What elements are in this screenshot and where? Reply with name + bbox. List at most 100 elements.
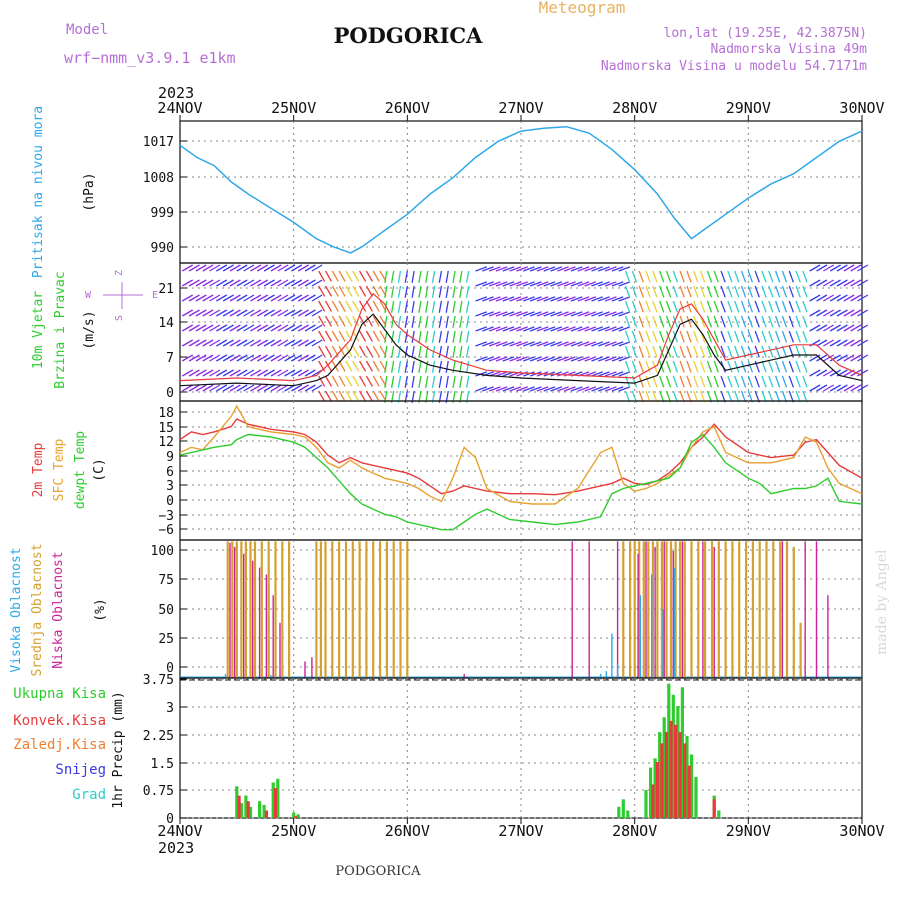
precip-bar bbox=[676, 706, 680, 818]
wind-barb bbox=[754, 270, 760, 283]
wind-barb bbox=[563, 326, 576, 332]
x-tick-label-top: 27NOV bbox=[498, 99, 543, 117]
wind-barb bbox=[775, 360, 781, 373]
wind-barb bbox=[384, 360, 388, 373]
wind-barb bbox=[509, 341, 522, 347]
wind-barb bbox=[445, 360, 449, 373]
y-tick-label: 999 bbox=[151, 206, 174, 221]
wind-barb bbox=[618, 311, 631, 317]
pressure-panel: 1017 1008 999 990 Pritisak na nivou mora (hPa… bbox=[31, 106, 863, 278]
wind-barb bbox=[781, 375, 788, 388]
wind-barb bbox=[713, 360, 719, 373]
y-tick-label: −6 bbox=[158, 523, 174, 538]
wind-barb bbox=[352, 300, 360, 312]
wind-barb bbox=[618, 386, 631, 392]
wind-barb bbox=[604, 386, 617, 392]
wind-barb bbox=[509, 281, 522, 287]
wind-barb bbox=[795, 345, 801, 358]
wind-barb bbox=[404, 315, 408, 328]
wind-barb bbox=[365, 285, 373, 297]
wind-barb bbox=[338, 375, 346, 387]
wind-barb bbox=[270, 294, 282, 302]
wind-barb bbox=[624, 300, 631, 313]
wind-barb bbox=[488, 281, 501, 287]
wind-barb bbox=[338, 360, 346, 372]
wind-barb bbox=[747, 345, 754, 358]
wind-barb bbox=[345, 375, 353, 387]
wind-barb bbox=[672, 330, 679, 343]
wind-barb bbox=[482, 386, 494, 392]
wind-barb bbox=[761, 270, 767, 283]
wind-barb bbox=[188, 264, 200, 272]
wind-barb bbox=[611, 311, 624, 317]
x-tick-label-top: 24NOV bbox=[157, 99, 202, 117]
wind-barb bbox=[693, 360, 699, 373]
wind-barb bbox=[638, 300, 644, 313]
wind-barb bbox=[222, 324, 234, 332]
wind-barb bbox=[181, 264, 194, 272]
wind-barb bbox=[598, 356, 610, 362]
wind-barb bbox=[459, 270, 463, 283]
wind-barb bbox=[638, 360, 644, 373]
wind-barb bbox=[318, 375, 326, 387]
wind-barb bbox=[250, 264, 262, 272]
y-tick-label: 1008 bbox=[143, 171, 174, 186]
wind-barb bbox=[495, 311, 508, 317]
wind-barb bbox=[543, 281, 556, 287]
wind-barb bbox=[577, 311, 590, 317]
wind-barb bbox=[802, 375, 808, 388]
wind-barb bbox=[390, 300, 395, 313]
wind-barb bbox=[188, 309, 200, 317]
wind-barb bbox=[781, 270, 788, 283]
wind-barb bbox=[425, 330, 429, 343]
wind-barb bbox=[404, 330, 408, 343]
compass-label: E bbox=[152, 290, 158, 301]
wind-barb bbox=[734, 375, 740, 388]
wind-barb bbox=[270, 309, 282, 317]
wind-barb bbox=[509, 296, 522, 302]
wind-barb bbox=[550, 386, 563, 392]
wind-barb bbox=[452, 345, 456, 358]
wind-barb bbox=[529, 266, 542, 272]
wind-barb bbox=[216, 369, 228, 377]
wind-barb bbox=[236, 264, 248, 272]
wind-barb bbox=[243, 294, 255, 302]
compass-label: W bbox=[85, 290, 92, 301]
wind-barb bbox=[202, 384, 214, 392]
wind-barb bbox=[584, 266, 597, 272]
wind-barb bbox=[390, 285, 395, 298]
wind-barb bbox=[563, 296, 576, 302]
wind-barb bbox=[318, 390, 326, 402]
y-tick-label: 75 bbox=[158, 573, 174, 588]
wind-barb bbox=[857, 264, 869, 272]
wind-barb bbox=[359, 360, 367, 372]
wind-barb bbox=[720, 375, 726, 388]
wind-barb bbox=[277, 264, 289, 272]
wind-barb bbox=[727, 330, 733, 343]
wind-barb bbox=[584, 311, 597, 317]
wind-barb bbox=[570, 341, 583, 347]
wind-barb bbox=[352, 315, 360, 327]
wind-barb bbox=[679, 270, 685, 283]
wind-barb bbox=[665, 315, 672, 328]
wind-barb bbox=[297, 369, 309, 377]
wind-barb bbox=[318, 285, 326, 297]
wind-barb bbox=[665, 300, 672, 313]
wind-barb bbox=[761, 375, 767, 388]
wind-barb bbox=[216, 384, 228, 392]
wind-barb bbox=[523, 266, 535, 272]
wind-barb bbox=[256, 264, 269, 272]
wind-barb bbox=[816, 309, 828, 317]
wind-barb bbox=[243, 384, 255, 392]
precip-bar bbox=[680, 687, 684, 818]
wind-barb bbox=[536, 281, 549, 287]
wind-barb bbox=[740, 285, 747, 298]
wind-barb bbox=[390, 270, 395, 283]
wind-barb bbox=[727, 315, 733, 328]
wind-barb bbox=[304, 339, 316, 347]
precip-bar bbox=[644, 790, 648, 818]
wind-barb bbox=[809, 294, 821, 302]
wind-barb bbox=[645, 330, 651, 343]
wind-barb bbox=[502, 311, 515, 317]
wind-barb bbox=[488, 386, 501, 392]
